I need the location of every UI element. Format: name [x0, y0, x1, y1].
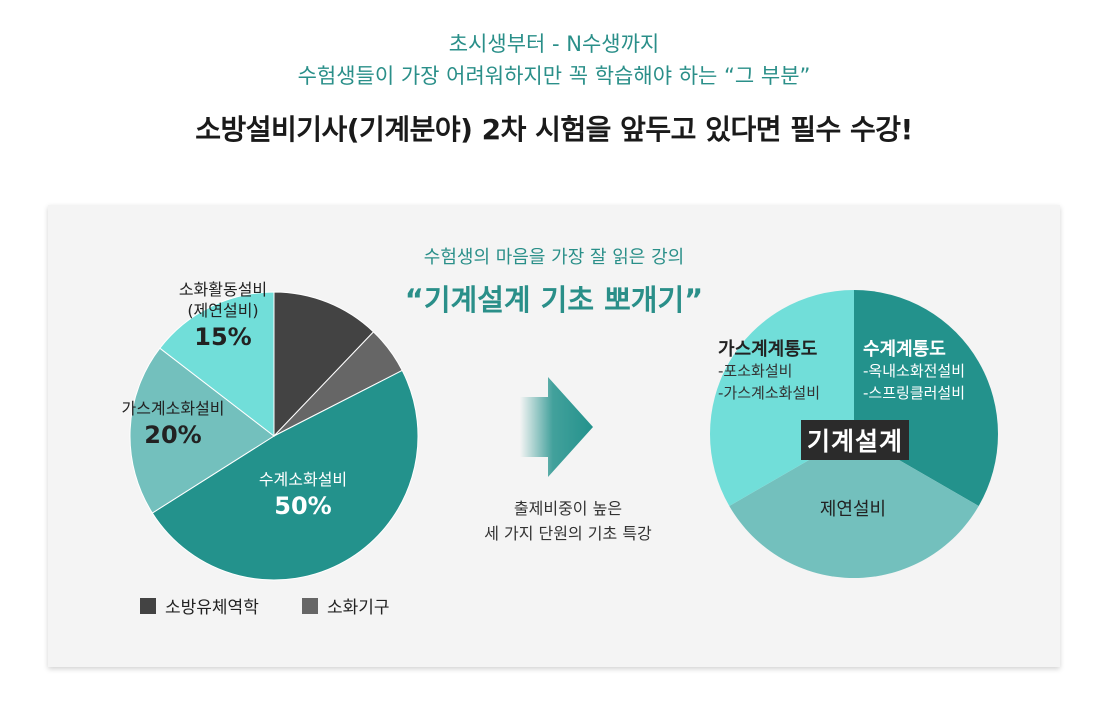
pie-slice-4 — [159, 291, 275, 438]
slice-label-fire-ops: 소화활동설비 (제연설비) 15% — [178, 280, 268, 351]
arrow-caption: 출제비중이 높은 세 가지 단원의 기초 특강 — [484, 499, 652, 543]
pie-slice-2 — [151, 369, 419, 581]
slice-label-gas: 가스계소화설비 20% — [121, 399, 225, 449]
slice-label-water-diagram: 수계계통도 -옥내소화전설비 -스프링클러설비 — [863, 339, 966, 402]
slice-label-gas-diagram: 가스계계통도 -포소화설비 -가스계소화설비 — [718, 339, 821, 402]
legend-swatch — [302, 597, 318, 614]
page-headline: 소방설비기사(기계분야) 2차 시험을 앞두고 있다면 필수 수강! — [195, 113, 913, 146]
pie-slice-3 — [129, 347, 275, 514]
legend-item-extinguisher: 소화기구 — [302, 593, 390, 618]
header-line-2: 수험생들이 가장 어려워하지만 꼭 학습해야 하는 “그 부분” — [297, 64, 811, 88]
panel-tagline: 수험생의 마음을 가장 잘 읽은 강의 — [423, 247, 685, 268]
slice-label-smoke: 제연설비 — [819, 499, 887, 520]
pie-slice-0 — [273, 291, 375, 438]
legend-swatch — [140, 597, 156, 614]
panel-title: “기계설계 기초 뽀개기” — [404, 283, 704, 317]
center-badge: 기계설계 — [801, 420, 910, 460]
legend-item-fluid: 소방유체역학 — [140, 593, 259, 618]
right-arrow-icon — [520, 377, 593, 477]
course-panel: 수험생의 마음을 가장 잘 읽은 강의 “기계설계 기초 뽀개기” 소화활동설비… — [48, 205, 1060, 667]
slice-label-water: 수계소화설비 50% — [258, 470, 348, 520]
exam-weight-pie — [129, 291, 419, 581]
header-line-1: 초시생부터 - N수생까지 — [448, 32, 660, 56]
